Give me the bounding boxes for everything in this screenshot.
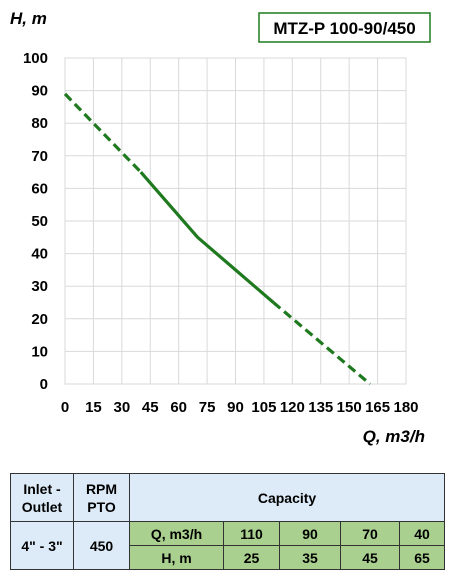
y-tick-label: 80 [31,115,48,132]
x-tick-label: 120 [280,399,305,416]
capacity-header: Capacity [128,473,446,522]
x-tick-label: 180 [393,399,418,416]
y-tick-label: 0 [40,376,48,393]
spec-table: Inlet - Outlet RPM PTO Capacity 4" - 3" … [10,473,446,570]
rpm-pto-header: RPM PTO [73,473,130,522]
y-tick-label: 100 [23,50,48,67]
q-value-cell: 70 [340,521,400,546]
x-axis-title: Q, m3/h [363,427,425,446]
inlet-outlet-header: Inlet - Outlet [10,473,74,522]
h-value-cell: 45 [340,545,400,570]
y-tick-label: 70 [31,148,48,165]
h-value-cell: 65 [398,545,446,570]
x-tick-label: 60 [170,399,187,416]
y-tick-labels: 0 10 20 30 40 50 60 70 80 90 100 [23,50,48,393]
x-tick-label: 150 [337,399,362,416]
y-tick-label: 40 [31,246,48,263]
q-value-cell: 110 [223,521,280,546]
x-tick-label: 15 [85,399,102,416]
y-tick-label: 20 [31,311,48,328]
dashed-extension-line [63,92,142,174]
y-tick-label: 30 [31,278,48,295]
x-tick-label: 135 [308,399,333,416]
rpm-cell: 450 [73,521,130,570]
dashed-extension-line [272,301,372,386]
operating-curve-line [139,171,275,304]
y-tick-label: 90 [31,83,48,100]
x-tick-label: 90 [227,399,244,416]
x-tick-labels: 0 15 30 45 60 75 90 105 120 135 150 165 180 [61,399,419,416]
h-value-cell: 35 [279,545,341,570]
h-label-cell: H, m [129,545,224,570]
x-tick-label: 75 [199,399,216,416]
q-label-cell: Q, m3/h [129,521,224,546]
x-tick-label: 165 [365,399,390,416]
x-tick-label: 30 [113,399,130,416]
grid-horizontal [65,57,406,385]
y-tick-label: 10 [31,343,48,360]
y-tick-label: 50 [31,213,48,230]
x-tick-label: 0 [61,399,69,416]
q-value-cell: 40 [398,521,446,546]
size-cell: 4" - 3" [10,521,74,570]
curve-series [63,92,372,386]
y-axis-title: H, m [10,9,47,28]
x-tick-label: 105 [251,399,276,416]
q-value-cell: 90 [279,521,341,546]
chart-title: MTZ-P 100-90/450 [273,19,415,38]
h-value-cell: 25 [223,545,280,570]
model-box [258,12,431,43]
y-tick-label: 60 [31,180,48,197]
x-tick-label: 45 [142,399,159,416]
